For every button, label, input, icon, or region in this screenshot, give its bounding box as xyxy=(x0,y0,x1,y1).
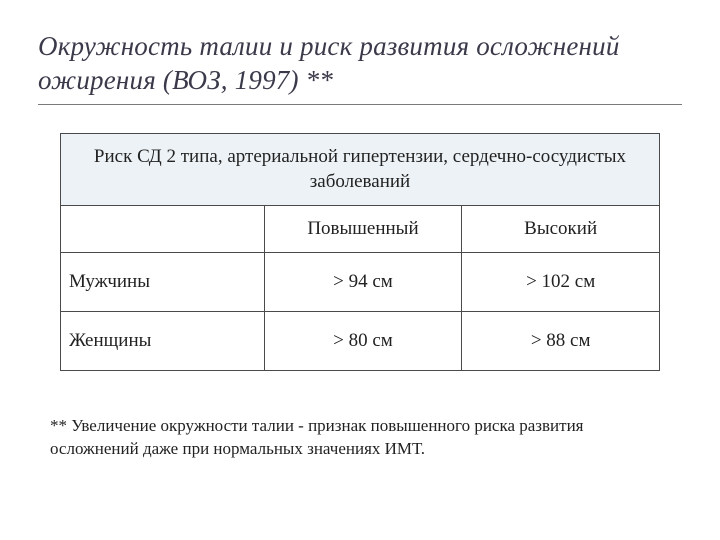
table-row: Мужчины > 94 см > 102 см xyxy=(61,252,660,311)
table-cell: > 80 см xyxy=(264,311,462,370)
table-row-label: Женщины xyxy=(61,311,265,370)
risk-table: Риск СД 2 типа, артериальной гипертензии… xyxy=(60,133,660,371)
table-container: Риск СД 2 типа, артериальной гипертензии… xyxy=(38,133,682,371)
table-cell: > 88 см xyxy=(462,311,660,370)
table-row: Женщины > 80 см > 88 см xyxy=(61,311,660,370)
table-subheader-col-2: Высокий xyxy=(462,205,660,252)
table-subheader-col-1: Повышенный xyxy=(264,205,462,252)
page-title: Окружность талии и риск развития осложне… xyxy=(38,30,682,105)
footnote-text: ** Увеличение окружности талии - признак… xyxy=(38,415,682,461)
table-header-span: Риск СД 2 типа, артериальной гипертензии… xyxy=(61,133,660,205)
table-subheader-row: Повышенный Высокий xyxy=(61,205,660,252)
table-cell: > 94 см xyxy=(264,252,462,311)
table-subheader-empty xyxy=(61,205,265,252)
table-row-label: Мужчины xyxy=(61,252,265,311)
table-header-row: Риск СД 2 типа, артериальной гипертензии… xyxy=(61,133,660,205)
table-cell: > 102 см xyxy=(462,252,660,311)
